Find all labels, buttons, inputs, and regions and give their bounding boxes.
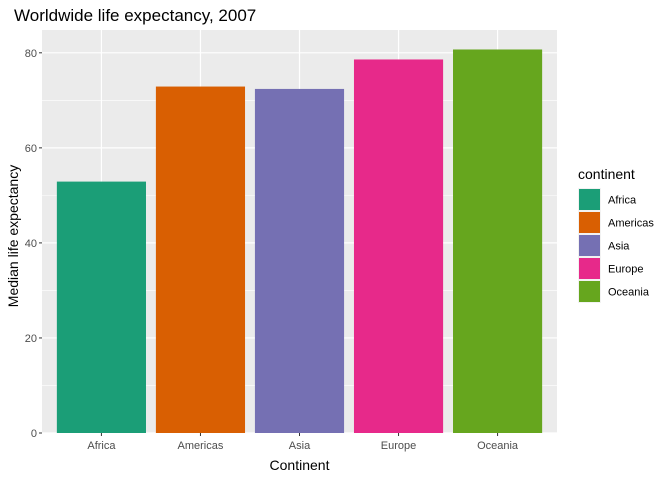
y-tick-label: 40 — [25, 238, 37, 250]
y-axis: 0 20 40 60 80 — [25, 48, 42, 440]
bar-africa — [56, 181, 146, 433]
legend-label: Africa — [608, 195, 637, 207]
chart-title: Worldwide life expectancy, 2007 — [14, 6, 256, 25]
legend-swatch — [579, 258, 600, 279]
bar-oceania — [453, 49, 543, 433]
y-tick-label: 0 — [31, 428, 37, 440]
legend-swatch — [579, 281, 600, 302]
x-tick-label: Africa — [87, 440, 116, 452]
bar-asia — [254, 88, 345, 433]
legend-label: Asia — [608, 241, 630, 253]
y-tick-label: 20 — [25, 333, 37, 345]
legend-title: continent — [578, 166, 635, 182]
x-axis-title: Continent — [270, 457, 330, 473]
legend-swatch — [579, 235, 600, 256]
x-tick-label: Americas — [178, 440, 224, 452]
bars — [56, 49, 543, 433]
bar-americas — [155, 86, 246, 433]
y-tick-label: 80 — [25, 48, 37, 60]
bar-europe — [353, 59, 444, 433]
y-tick-label: 60 — [25, 143, 37, 155]
x-tick-label: Europe — [381, 440, 416, 452]
legend-items: Africa Americas Asia Europe Oceania — [578, 188, 654, 303]
x-tick-label: Oceania — [477, 440, 519, 452]
legend-swatch — [579, 189, 600, 210]
x-tick-label: Asia — [289, 440, 311, 452]
legend: continent Africa Americas Asia Europe Oceani… — [578, 166, 654, 303]
legend-label: Europe — [608, 264, 643, 276]
y-axis-title: Median life expectancy — [5, 165, 21, 307]
legend-swatch — [579, 212, 600, 233]
x-axis: Africa Americas Asia Europe Oceania — [87, 433, 519, 452]
legend-label: Oceania — [608, 287, 650, 299]
legend-label: Americas — [608, 218, 654, 230]
